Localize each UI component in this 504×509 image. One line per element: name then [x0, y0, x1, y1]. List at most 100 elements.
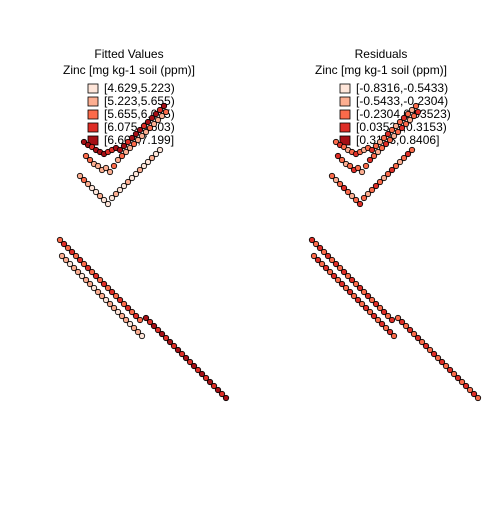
- data-point: [96, 192, 104, 200]
- data-point: [66, 260, 74, 268]
- data-point: [88, 268, 96, 276]
- data-point: [98, 292, 106, 300]
- data-point: [154, 326, 162, 334]
- data-point: [346, 162, 354, 170]
- data-point: [354, 296, 362, 304]
- data-point: [206, 378, 214, 386]
- data-point: [330, 272, 338, 280]
- data-point: [84, 264, 92, 272]
- data-point: [462, 382, 470, 390]
- legend-swatch: [87, 109, 99, 120]
- data-point: [102, 296, 110, 304]
- legend-swatch: [87, 83, 99, 94]
- data-point: [384, 130, 392, 138]
- data-point: [116, 146, 124, 154]
- data-point: [400, 154, 408, 162]
- data-point: [130, 140, 138, 148]
- data-point: [380, 308, 388, 316]
- data-point: [140, 122, 148, 130]
- data-point: [384, 312, 392, 320]
- data-point: [120, 182, 128, 190]
- data-point: [94, 288, 102, 296]
- data-point: [406, 116, 414, 124]
- points-layer: [56, 102, 230, 402]
- data-point: [314, 256, 322, 264]
- data-point: [406, 326, 414, 334]
- legend-swatch: [339, 109, 351, 120]
- data-point: [382, 140, 390, 148]
- data-point: [356, 200, 364, 208]
- data-point: [354, 164, 362, 172]
- data-point: [156, 106, 164, 114]
- data-point: [162, 108, 170, 116]
- data-point: [148, 114, 156, 122]
- data-point: [396, 118, 404, 126]
- data-point: [96, 276, 104, 284]
- data-point: [68, 248, 76, 256]
- data-point: [434, 354, 442, 362]
- data-point: [466, 386, 474, 394]
- data-point: [58, 252, 66, 260]
- data-point: [76, 256, 84, 264]
- data-point: [128, 174, 136, 182]
- data-point: [398, 124, 406, 132]
- data-point: [62, 256, 70, 264]
- data-point: [388, 126, 396, 134]
- data-point: [106, 168, 114, 176]
- data-point: [108, 194, 116, 202]
- data-point: [324, 252, 332, 260]
- data-point: [328, 172, 336, 180]
- data-point: [126, 144, 134, 152]
- data-point: [344, 272, 352, 280]
- data-point: [372, 300, 380, 308]
- data-point: [102, 164, 110, 172]
- data-point: [426, 346, 434, 354]
- legend-swatch: [339, 83, 351, 94]
- data-point: [312, 240, 320, 248]
- data-point: [122, 316, 130, 324]
- panel-subtitle: Zinc [mg kg-1 soil (ppm)]: [63, 63, 195, 77]
- data-point: [210, 382, 218, 390]
- data-point: [160, 102, 168, 110]
- data-point: [124, 304, 132, 312]
- legend-swatch: [339, 122, 351, 133]
- panel-residuals: Residuals Zinc [mg kg-1 soil (ppm)] [-0.…: [308, 47, 482, 402]
- data-point: [80, 260, 88, 268]
- data-point: [340, 268, 348, 276]
- data-point: [454, 374, 462, 382]
- data-point: [366, 308, 374, 316]
- data-point: [76, 172, 84, 180]
- data-point: [402, 120, 410, 128]
- data-point: [474, 394, 482, 402]
- data-point: [332, 138, 340, 146]
- data-point: [422, 342, 430, 350]
- data-point: [150, 120, 158, 128]
- data-point: [318, 260, 326, 268]
- data-point: [56, 236, 64, 244]
- panel-subtitle: Zinc [mg kg-1 soil (ppm)]: [315, 63, 447, 77]
- data-point: [166, 338, 174, 346]
- data-point: [202, 374, 210, 382]
- data-point: [128, 308, 136, 316]
- data-point: [336, 180, 344, 188]
- data-point: [446, 366, 454, 374]
- data-point: [118, 312, 126, 320]
- data-point: [198, 370, 206, 378]
- data-point: [108, 288, 116, 296]
- data-point: [158, 330, 166, 338]
- panel-title: Fitted Values: [94, 47, 163, 61]
- data-point: [100, 196, 108, 204]
- data-point: [104, 284, 112, 292]
- data-point: [110, 304, 118, 312]
- legend-swatch: [339, 96, 351, 107]
- data-point: [340, 143, 348, 151]
- data-point: [144, 158, 152, 166]
- data-point: [120, 300, 128, 308]
- data-point: [382, 324, 390, 332]
- data-point: [392, 162, 400, 170]
- data-point: [388, 316, 396, 324]
- data-point: [214, 386, 222, 394]
- data-point: [332, 176, 340, 184]
- data-point: [94, 162, 102, 170]
